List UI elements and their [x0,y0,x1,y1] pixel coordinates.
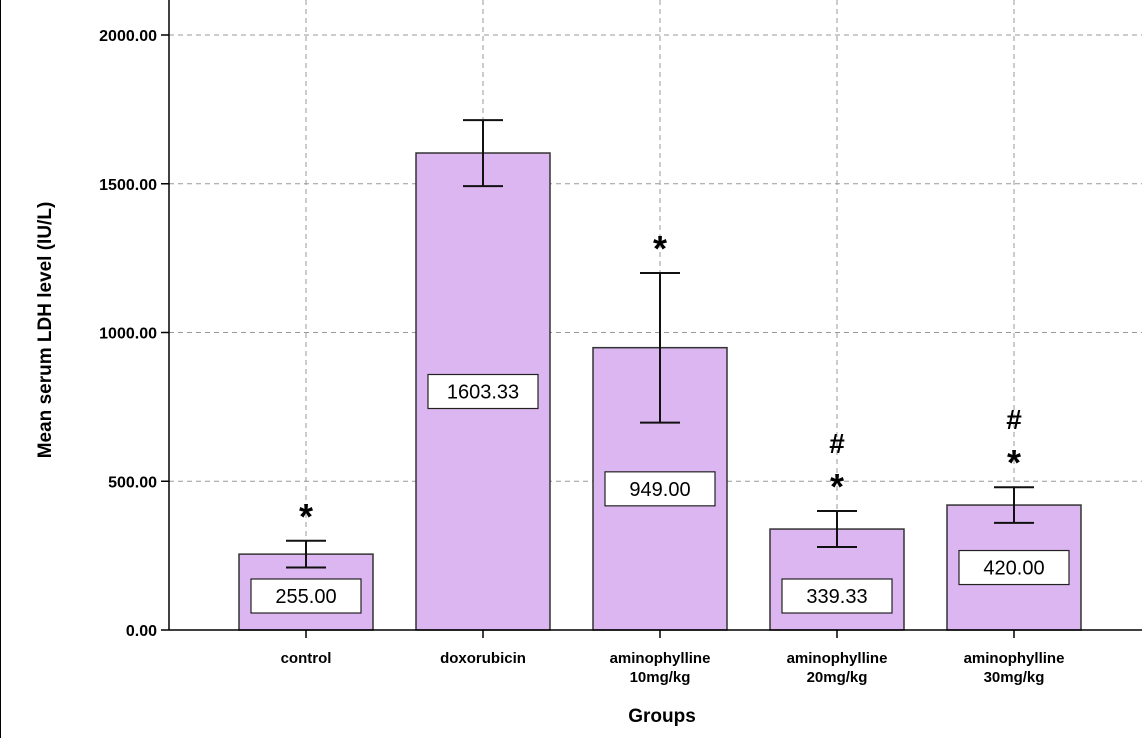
data-label-box [781,578,893,614]
bars-layer [238,119,1082,631]
x-tick-label: aminophylline [964,650,1065,667]
x-tick-label: 10mg/kg [630,669,691,686]
y-tick-label: 1500.00 [99,177,157,194]
x-axis-title: Groups [628,706,696,727]
y-tick-label: 0.00 [126,623,157,640]
data-label: 1603.33 [447,382,519,404]
significance-star: * [299,496,313,537]
significance-star: * [830,466,844,507]
y-tick-label: 500.00 [108,474,157,491]
x-tick-label: doxorubicin [440,650,526,667]
data-label: 255.00 [275,586,336,608]
data-label: 420.00 [983,558,1044,580]
x-tick-label: 20mg/kg [807,669,868,686]
y-tick-label: 2000.00 [99,28,157,45]
data-label-box [604,471,716,507]
data-label-box [958,549,1070,586]
x-tick-label: aminophylline [610,650,711,667]
data-label-box [427,373,539,410]
significance-star: * [653,228,667,269]
x-tick-label: 30mg/kg [984,669,1045,686]
labels-layer: 0.00 500.00 1000.00 1500.00 2000.00 255.00 * co… [99,28,1070,686]
y-axis-title: Mean serum LDH level (IU/L) [35,202,56,459]
x-tick-label: control [281,650,332,667]
x-tick-label: aminophylline [787,650,888,667]
significance-hash: # [829,428,845,459]
data-label: 339.33 [806,586,867,608]
data-label: 949.00 [629,479,690,501]
y-tick-label: 1000.00 [99,326,157,343]
significance-star: * [1007,442,1021,483]
data-label-box [250,578,362,614]
significance-hash: # [1006,404,1022,435]
